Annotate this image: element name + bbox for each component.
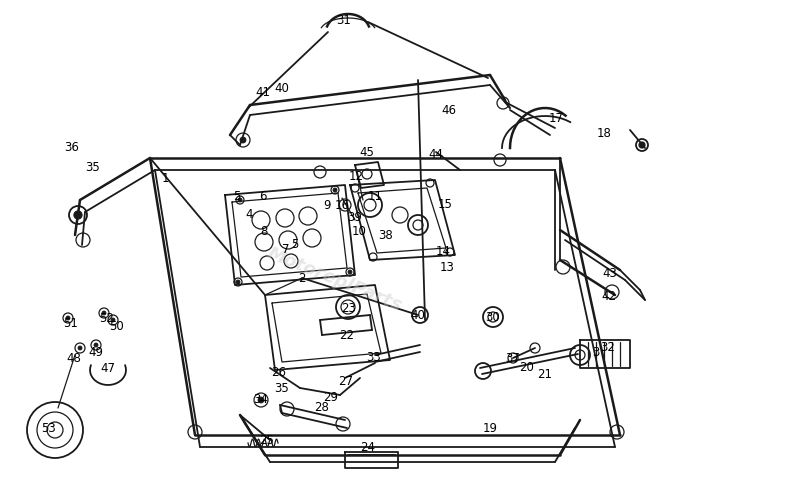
Text: 40: 40	[274, 81, 290, 95]
Text: 17: 17	[549, 112, 563, 124]
Text: 4: 4	[246, 207, 253, 220]
Circle shape	[102, 311, 106, 315]
Text: 27: 27	[338, 374, 354, 388]
Circle shape	[94, 343, 98, 347]
Circle shape	[240, 137, 246, 143]
Text: 52: 52	[99, 312, 114, 324]
Text: 42: 42	[602, 290, 617, 302]
Text: 14: 14	[435, 245, 450, 258]
Text: 15: 15	[438, 197, 453, 211]
Text: 23: 23	[342, 301, 357, 315]
Text: 40: 40	[410, 309, 426, 321]
Text: 31: 31	[337, 14, 351, 26]
Text: 39: 39	[347, 211, 362, 223]
Text: 29: 29	[323, 391, 338, 403]
Circle shape	[238, 198, 242, 202]
Text: 21: 21	[538, 368, 553, 381]
Text: 45: 45	[359, 146, 374, 158]
Text: 43: 43	[602, 267, 618, 279]
Text: 11: 11	[367, 190, 382, 202]
Text: 34: 34	[254, 392, 269, 406]
Text: 22: 22	[339, 328, 354, 342]
Text: 32: 32	[601, 341, 615, 353]
Text: 18: 18	[597, 126, 611, 140]
Text: 1: 1	[162, 172, 169, 185]
Text: 3: 3	[592, 345, 600, 359]
Text: 12: 12	[349, 170, 363, 182]
Circle shape	[333, 188, 337, 192]
Text: 20: 20	[519, 361, 534, 373]
Text: 53: 53	[41, 421, 55, 435]
Circle shape	[111, 318, 115, 322]
Text: 19: 19	[482, 421, 498, 435]
Text: 5: 5	[234, 190, 241, 202]
Text: 6: 6	[259, 190, 266, 202]
Circle shape	[639, 142, 645, 148]
Text: 28: 28	[314, 400, 330, 414]
Text: 10: 10	[351, 224, 366, 238]
Text: 16: 16	[334, 198, 350, 212]
Text: 44: 44	[429, 147, 443, 161]
Text: 35: 35	[86, 161, 100, 173]
Text: 49: 49	[89, 345, 103, 359]
Text: 13: 13	[439, 261, 454, 273]
Text: 36: 36	[65, 141, 79, 153]
Text: 9: 9	[323, 198, 330, 212]
Text: 5: 5	[291, 238, 298, 250]
Text: 50: 50	[109, 319, 123, 333]
Circle shape	[258, 397, 264, 403]
Text: 26: 26	[271, 366, 286, 378]
Text: 41: 41	[255, 87, 270, 99]
Text: 37: 37	[506, 351, 521, 365]
Text: 51: 51	[63, 317, 78, 329]
Text: 30: 30	[486, 311, 500, 323]
Text: 25: 25	[259, 434, 274, 446]
Text: 33: 33	[366, 350, 382, 364]
Text: 8: 8	[260, 224, 268, 238]
Text: 38: 38	[378, 228, 394, 242]
Circle shape	[348, 270, 352, 274]
Text: 2: 2	[298, 271, 306, 285]
Circle shape	[74, 211, 82, 219]
Text: 47: 47	[101, 362, 115, 374]
Text: 7: 7	[282, 243, 290, 255]
Circle shape	[78, 346, 82, 350]
Text: 35: 35	[274, 382, 290, 394]
Circle shape	[66, 316, 70, 320]
Text: 46: 46	[442, 103, 457, 117]
Text: MotoreplParts: MotoreplParts	[265, 245, 405, 315]
Text: 48: 48	[66, 351, 82, 365]
Text: 24: 24	[361, 441, 375, 454]
Circle shape	[236, 280, 240, 284]
